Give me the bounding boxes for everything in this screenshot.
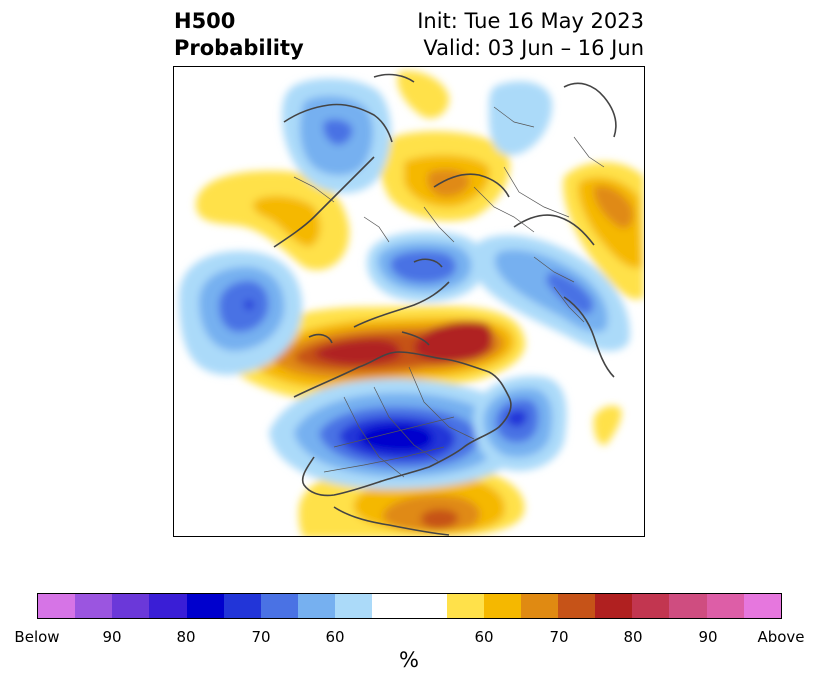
border	[423, 206, 455, 243]
colorbar-segment	[223, 594, 261, 618]
title-variable: H500	[174, 9, 236, 33]
negative-anomaly-region	[219, 280, 269, 333]
valid-range: Valid: 03 Jun – 16 Jun	[423, 36, 644, 60]
colorbar-segment	[557, 594, 596, 618]
positive-anomaly-region	[593, 185, 634, 229]
border	[503, 166, 570, 218]
negative-anomaly-region	[505, 409, 527, 427]
colorbar-segment	[669, 594, 707, 618]
colorbar-segment	[595, 594, 633, 618]
negative-anomaly-region	[244, 300, 254, 310]
colorbar-tick-label: 60	[325, 628, 345, 646]
coastline	[333, 506, 450, 536]
border	[408, 366, 475, 440]
colorbar-segment	[297, 594, 336, 618]
positive-anomaly-region	[593, 405, 622, 446]
colorbar-tick-label: 80	[176, 628, 196, 646]
positive-anomaly-region	[253, 195, 321, 247]
coastline	[273, 156, 375, 248]
colorbar-segment	[260, 594, 298, 618]
positive-anomaly-region	[414, 321, 493, 362]
coastline	[413, 258, 443, 268]
colorbar-tick-label: 90	[698, 628, 718, 646]
colorbar-tick-label: 70	[549, 628, 569, 646]
border	[573, 136, 605, 168]
colorbar-segment	[38, 594, 76, 618]
coastline	[401, 331, 430, 346]
border	[363, 216, 390, 243]
colorbar-segment	[75, 594, 113, 618]
colorbar-segment	[483, 594, 521, 618]
negative-anomaly-region	[488, 81, 553, 156]
colorbar-segment	[186, 594, 224, 618]
colorbar-segment	[112, 594, 150, 618]
border	[323, 446, 445, 473]
coastline	[308, 333, 333, 344]
negative-anomaly-region	[390, 251, 456, 283]
colorbar-unit: %	[399, 648, 419, 672]
borders	[293, 106, 605, 478]
colorbar-segment	[409, 594, 447, 618]
positive-anomaly-region	[397, 70, 450, 119]
border	[343, 396, 405, 478]
colorbar-tick-label: Above	[757, 628, 805, 646]
chart-dates: Init: Tue 16 May 2023 Valid: 03 Jun – 16…	[417, 8, 644, 62]
positive-anomaly-region	[427, 169, 471, 197]
coastline	[293, 351, 512, 497]
negative-anomaly-region	[546, 272, 594, 314]
init-date: Init: Tue 16 May 2023	[417, 9, 644, 33]
coastline	[433, 173, 510, 198]
title-field: Probability	[174, 36, 304, 60]
probability-map	[173, 66, 645, 537]
colorbar-segment	[149, 594, 187, 618]
chart-title: H500 Probability	[174, 8, 304, 62]
coastline	[563, 82, 617, 138]
coastlines	[273, 73, 617, 536]
negative-anomaly-region	[323, 119, 353, 145]
colorbar-segment	[446, 594, 484, 618]
colorbar-tick-label: 70	[251, 628, 271, 646]
positive-anomaly-region	[420, 509, 459, 529]
coastline	[283, 103, 393, 143]
probability-field	[179, 70, 644, 536]
map-graphic	[179, 70, 644, 536]
colorbar-segment	[372, 594, 410, 618]
border	[473, 186, 535, 233]
colorbar-segment	[632, 594, 670, 618]
coastline	[353, 281, 450, 328]
colorbar-tick-label: 80	[623, 628, 643, 646]
colorbar-segment	[335, 594, 373, 618]
colorbar-segment	[706, 594, 744, 618]
coastline	[373, 73, 415, 83]
colorbar-tick-label: 60	[474, 628, 494, 646]
border	[533, 256, 575, 283]
coastline	[513, 214, 595, 246]
border	[373, 386, 440, 463]
colorbar-segment	[743, 594, 781, 618]
border	[293, 176, 335, 203]
colorbar-tick-label: 90	[102, 628, 122, 646]
border	[333, 416, 455, 448]
colorbar-tick-label: Below	[14, 628, 60, 646]
border	[493, 106, 535, 128]
border	[553, 286, 585, 323]
coastline	[563, 296, 615, 378]
colorbar-segment	[520, 594, 558, 618]
colorbar	[37, 593, 782, 619]
